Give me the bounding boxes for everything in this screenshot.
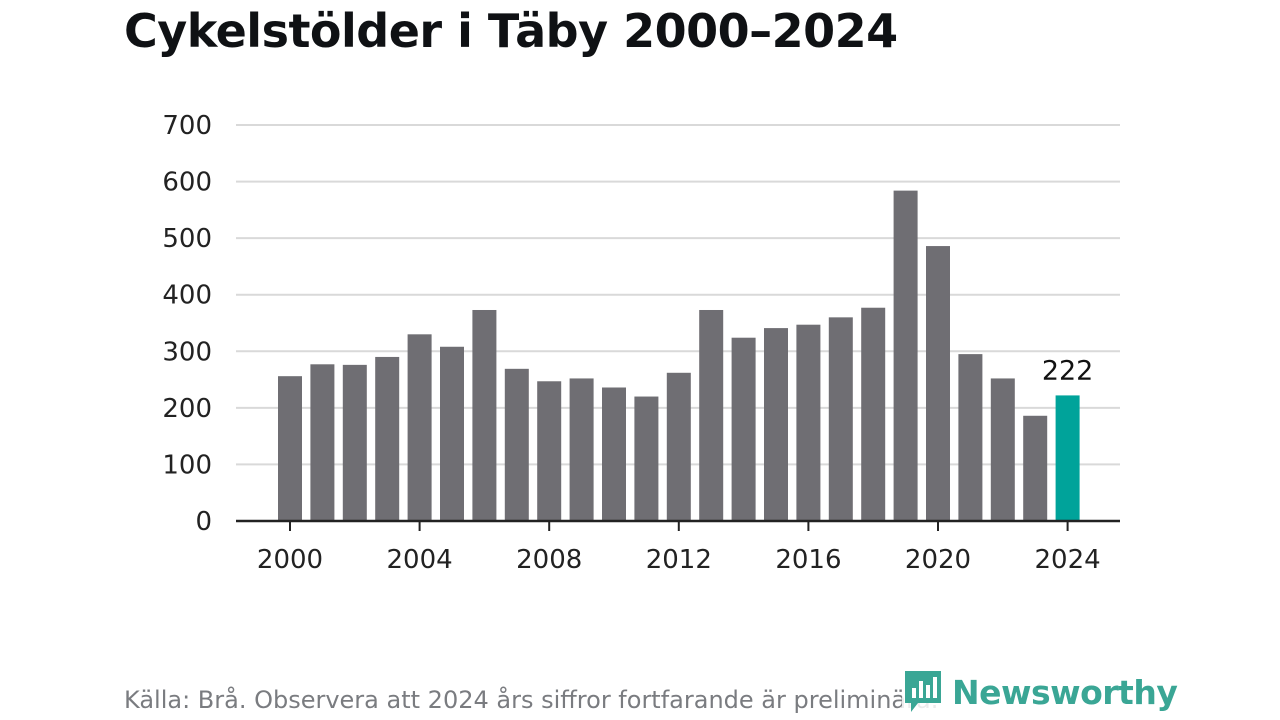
x-axis-labels: 2000 2004 2008 2012 2016 2020 2024 — [257, 545, 1101, 575]
bar-2000 — [278, 376, 302, 521]
x-tick-label-2016: 2016 — [775, 545, 841, 575]
bar-2007 — [504, 368, 529, 521]
bar-2006 — [472, 309, 497, 521]
bar-2017 — [828, 317, 853, 521]
bar-2008 — [537, 381, 562, 521]
brand-name: Newsworthy — [952, 672, 1178, 712]
y-tick-label-400: 400 — [162, 281, 212, 311]
source-note: Källa: Brå. Observera att 2024 års siffr… — [124, 686, 939, 714]
bar-2016 — [796, 324, 821, 521]
bar-2012 — [666, 372, 691, 521]
y-tick-label-100: 100 — [162, 450, 212, 480]
newsworthy-logo-icon — [905, 671, 941, 712]
bar-2022 — [990, 378, 1015, 521]
bar-2018 — [861, 307, 886, 521]
bar-2024 — [1055, 395, 1080, 521]
bar-2004 — [407, 334, 432, 521]
y-axis-labels: 0 100 200 300 400 500 600 700 — [162, 111, 212, 537]
bar-2011 — [634, 396, 659, 521]
bar-2023 — [1023, 415, 1048, 521]
y-tick-label-0: 0 — [195, 507, 212, 537]
bar-2020 — [926, 246, 950, 521]
brand-logo: Newsworthy — [902, 668, 1178, 716]
x-tick-label-2000: 2000 — [257, 545, 323, 575]
bar-2021 — [958, 354, 983, 521]
x-tick-label-2024: 2024 — [1035, 545, 1101, 575]
y-tick-label-600: 600 — [162, 168, 212, 198]
x-axis-ticks — [289, 521, 1069, 531]
bar-2002 — [342, 364, 367, 521]
chart-title: Cykelstölder i Täby 2000–2024 — [124, 4, 898, 58]
bar-2014 — [731, 337, 756, 521]
bar-2001 — [310, 364, 335, 521]
bar-2010 — [602, 387, 626, 521]
highlight-value-label: 222 — [1042, 355, 1094, 386]
bar-2019 — [893, 190, 918, 521]
y-tick-label-700: 700 — [162, 111, 212, 141]
x-tick-label-2020: 2020 — [905, 545, 971, 575]
y-tick-label-500: 500 — [162, 224, 212, 254]
bar-2003 — [375, 356, 400, 521]
bar-2013 — [699, 309, 724, 521]
x-tick-label-2012: 2012 — [646, 545, 712, 575]
bar-2015 — [764, 328, 788, 521]
bar-2009 — [569, 378, 594, 521]
y-tick-label-300: 300 — [162, 337, 212, 367]
y-tick-label-200: 200 — [162, 394, 212, 424]
x-tick-label-2008: 2008 — [516, 545, 582, 575]
bars — [278, 190, 1080, 521]
x-tick-label-2004: 2004 — [387, 545, 453, 575]
bar-2005 — [440, 346, 464, 521]
